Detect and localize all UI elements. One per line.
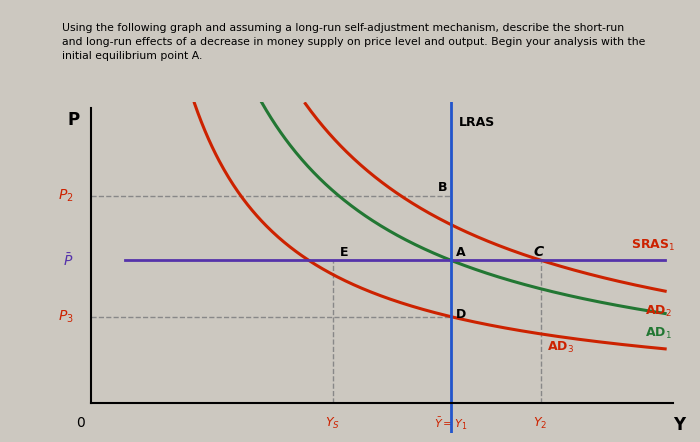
Text: Using the following graph and assuming a long-run self-adjustment mechanism, des: Using the following graph and assuming a… bbox=[62, 23, 645, 61]
Text: $\bar{Y}=Y_1$: $\bar{Y}=Y_1$ bbox=[434, 416, 468, 432]
Text: P: P bbox=[67, 111, 79, 129]
Text: $\bar{P}$: $\bar{P}$ bbox=[63, 252, 74, 269]
Text: AD$_3$: AD$_3$ bbox=[547, 339, 575, 354]
Text: B: B bbox=[438, 181, 447, 194]
Text: C: C bbox=[533, 245, 544, 259]
Text: Y: Y bbox=[673, 416, 685, 434]
Text: E: E bbox=[340, 246, 349, 259]
Text: SRAS$_1$: SRAS$_1$ bbox=[631, 237, 675, 253]
Text: $Y_S$: $Y_S$ bbox=[326, 416, 340, 431]
Text: $P_3$: $P_3$ bbox=[57, 309, 74, 325]
Text: A: A bbox=[456, 246, 466, 259]
Text: 0: 0 bbox=[76, 416, 85, 430]
Text: $P_2$: $P_2$ bbox=[57, 188, 74, 204]
Text: $Y_2$: $Y_2$ bbox=[533, 416, 547, 431]
Text: LRAS: LRAS bbox=[459, 116, 495, 129]
Text: AD$_2$: AD$_2$ bbox=[645, 304, 672, 319]
Text: AD$_1$: AD$_1$ bbox=[645, 326, 672, 341]
Text: D: D bbox=[456, 309, 466, 321]
